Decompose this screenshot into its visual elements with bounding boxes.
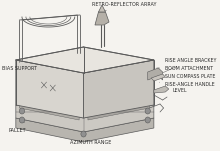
- Polygon shape: [99, 5, 106, 12]
- Circle shape: [19, 117, 25, 123]
- Text: RISE ANGLE BRACKEY: RISE ANGLE BRACKEY: [163, 58, 217, 73]
- Circle shape: [19, 108, 25, 114]
- Text: PALLET: PALLET: [9, 122, 26, 132]
- Polygon shape: [19, 104, 79, 120]
- Polygon shape: [151, 74, 165, 81]
- Circle shape: [81, 131, 86, 137]
- Text: RISE-ANGLE HANDLE: RISE-ANGLE HANDLE: [159, 82, 215, 87]
- Text: BIAS SUPPORT: BIAS SUPPORT: [2, 60, 37, 71]
- Polygon shape: [16, 118, 154, 142]
- Polygon shape: [154, 86, 169, 93]
- Text: SUN COMPASS PLATE: SUN COMPASS PLATE: [158, 74, 216, 79]
- Text: LEVEL: LEVEL: [165, 88, 187, 93]
- Text: AZIMUTH RANGE: AZIMUTH RANGE: [70, 134, 112, 146]
- Circle shape: [145, 117, 150, 123]
- Circle shape: [145, 108, 150, 114]
- Polygon shape: [95, 12, 109, 25]
- Polygon shape: [16, 47, 154, 73]
- Polygon shape: [84, 60, 154, 118]
- Polygon shape: [16, 60, 84, 118]
- Polygon shape: [148, 68, 163, 80]
- Polygon shape: [16, 105, 154, 132]
- Text: RETRO-REFLECTOR ARRAY: RETRO-REFLECTOR ARRAY: [92, 2, 157, 11]
- Polygon shape: [88, 104, 149, 120]
- Text: BOOM ATTACHMENT: BOOM ATTACHMENT: [157, 66, 213, 71]
